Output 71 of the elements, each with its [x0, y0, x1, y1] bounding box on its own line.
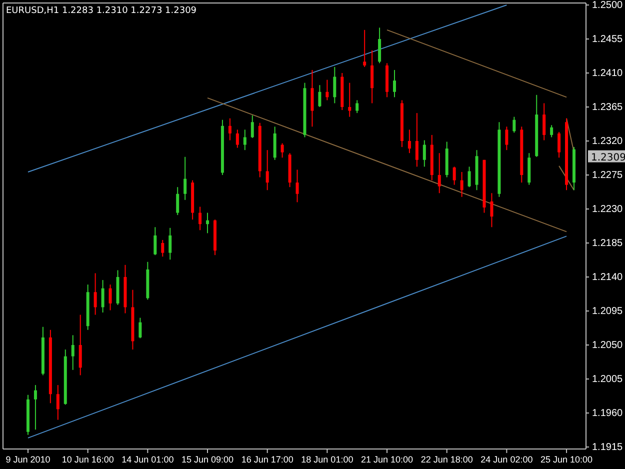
- candlestick: [378, 27, 382, 64]
- candlestick: [438, 152, 441, 194]
- y-tick-label: 1.2275: [592, 170, 624, 182]
- candlestick: [460, 171, 464, 198]
- x-tick-label: 10 Jun 16:00: [62, 454, 114, 464]
- candlestick: [71, 334, 74, 370]
- candlestick: [333, 66, 336, 104]
- candlestick: [250, 114, 254, 138]
- y-tick-label: 1.1960: [592, 408, 624, 420]
- candlestick: [452, 166, 456, 186]
- candlestick: [326, 79, 329, 101]
- x-tick-label: 25 Jun 10:00: [540, 454, 593, 464]
- y-tick-label: 1.2005: [592, 374, 624, 386]
- candlestick: [101, 280, 104, 314]
- candlestick: [280, 142, 284, 158]
- candlestick: [542, 102, 546, 141]
- candlestick: [168, 227, 172, 260]
- x-tick-label: 24 Jun 02:00: [480, 454, 533, 464]
- candlestick: [318, 84, 322, 108]
- candlestick: [206, 212, 210, 234]
- text: 1.2309: [591, 152, 625, 164]
- y-tick-label: 1.2500: [592, 0, 624, 12]
- x-tick-label: 14 Jun 01:00: [122, 454, 174, 464]
- candlestick: [34, 384, 37, 430]
- candlestick: [108, 284, 112, 311]
- candlestick: [243, 129, 246, 151]
- candlestick: [138, 317, 142, 339]
- y-tick-label: 1.2230: [592, 204, 624, 216]
- candlestick: [512, 116, 516, 134]
- y-tick-label: 1.2095: [592, 306, 624, 318]
- x-tick-label: 16 Jun 17:00: [241, 454, 294, 464]
- candlestick: [296, 169, 299, 203]
- x-tick-label: 18 Jun 01:00: [301, 454, 354, 464]
- y-tick-label: 1.2050: [592, 340, 624, 352]
- candlestick: [78, 314, 82, 376]
- candlestick: [408, 129, 411, 154]
- candlestick: [415, 112, 418, 168]
- candlestick: [184, 156, 187, 200]
- candlestick: [310, 69, 314, 128]
- y-tick-label: 1.2410: [592, 68, 624, 80]
- candlestick: [228, 118, 232, 141]
- candlestick: [550, 124, 554, 138]
- x-tick-label: 15 Jun 09:00: [181, 454, 234, 464]
- candlestick: [356, 100, 359, 114]
- candlestick: [363, 29, 366, 68]
- x-tick-label: 9 Jun 2010: [6, 454, 50, 464]
- candlestick: [56, 384, 60, 420]
- candlestick: [161, 239, 164, 258]
- candlestick: [505, 126, 508, 151]
- candlestick: [154, 226, 157, 256]
- candlestick: [468, 166, 471, 188]
- y-tick-label: 1.2320: [592, 136, 624, 148]
- candlestick: [558, 131, 561, 158]
- candlestick: [490, 192, 494, 228]
- y-tick-label: 1.2185: [592, 238, 624, 250]
- candlestick: [236, 129, 239, 148]
- y-tick-label: 1.1915: [592, 442, 624, 454]
- chart-title: EURUSD,H1 1.2283 1.2310 1.2273 1.2309: [6, 6, 197, 16]
- x-tick-label: 21 Jun 10:00: [360, 454, 414, 464]
- y-tick-label: 1.2365: [592, 102, 624, 114]
- y-tick-label: 1.2140: [592, 272, 624, 284]
- candlestick: [348, 82, 352, 118]
- candlestick: [198, 206, 202, 231]
- candlestick: [370, 50, 374, 104]
- candlestick: [266, 150, 269, 191]
- candlestick: [94, 272, 97, 316]
- candlestick: [422, 140, 426, 168]
- candlestick: [392, 69, 396, 98]
- candlestick: [176, 186, 180, 216]
- x-tick-label: 22 Jun 18:00: [420, 454, 473, 464]
- y-tick-label: 1.2455: [592, 34, 624, 46]
